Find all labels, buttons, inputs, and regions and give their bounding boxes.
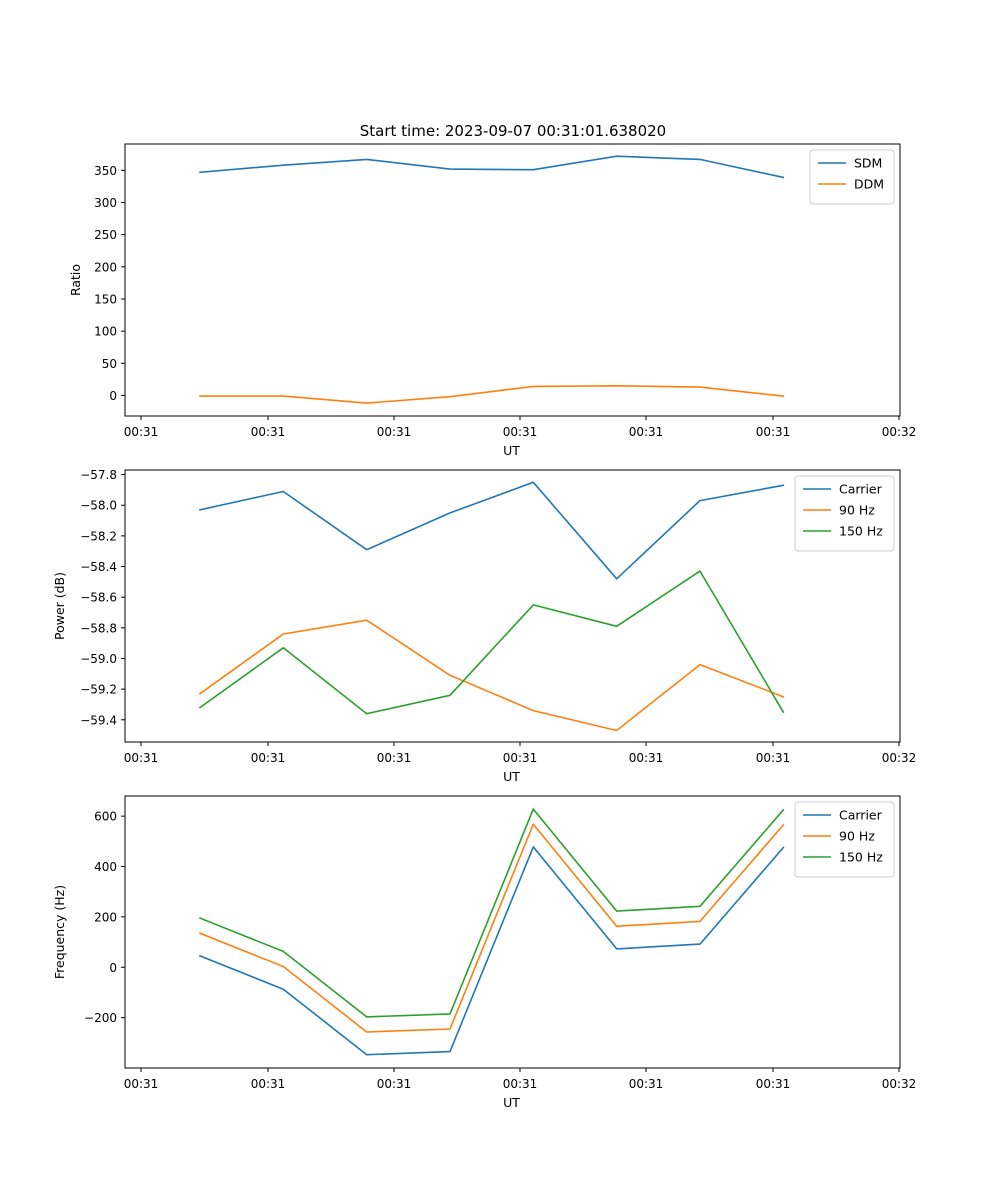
legend-entry: SDM	[854, 156, 882, 171]
y-tick-label: 0	[109, 389, 117, 403]
panel-3: 00:31 00:31 00:31 00:31 00:31 00:31 00:32 −200 0…	[52, 795, 917, 1110]
y-tick-label: 600	[94, 810, 117, 824]
legend-entry: DDM	[854, 177, 884, 192]
series-line-90-hz	[198, 823, 785, 1033]
x-tick-label: 00:31	[503, 1077, 538, 1091]
series-line-90-hz	[198, 619, 785, 732]
y-tick-label: 200	[94, 260, 117, 274]
x-tick-label: 00:32	[882, 751, 917, 765]
y-tick-label: 50	[102, 357, 117, 371]
x-tick-label: 00:31	[251, 751, 286, 765]
series-line-sdm	[199, 155, 785, 179]
x-tick-label: 00:31	[377, 425, 412, 439]
y-tick-label: 400	[94, 860, 117, 874]
series-line-carrier	[199, 481, 785, 580]
legend-entry: Carrier	[839, 808, 883, 823]
x-tick-label: 00:31	[503, 751, 538, 765]
y-axis-label: Power (dB)	[52, 572, 67, 640]
legend: SDM DDM	[809, 149, 895, 205]
y-tick-label: −58.6	[80, 591, 117, 605]
x-axis-label: UT	[503, 1095, 520, 1110]
y-tick-label: −58.0	[80, 499, 117, 513]
x-tick-label: 00:31	[377, 1077, 412, 1091]
y-tick-label: 300	[94, 196, 117, 210]
legend-entry: 150 Hz	[839, 524, 883, 539]
x-tick-label: 00:31	[251, 1077, 286, 1091]
y-tick-label: −59.0	[80, 652, 117, 666]
series-line-150-hz	[198, 808, 785, 1018]
x-axis-label: UT	[503, 443, 520, 458]
y-tick-label: 0	[109, 961, 117, 975]
x-tick-label: 00:31	[756, 425, 791, 439]
y-tick-label: 150	[94, 292, 117, 306]
x-tick-label: 00:31	[756, 1077, 791, 1091]
y-tick-label: −200	[84, 1011, 117, 1025]
y-tick-label: −57.8	[80, 468, 117, 482]
x-tick-label: 00:31	[124, 1077, 159, 1091]
x-tick-label: 00:32	[882, 425, 917, 439]
y-tick-label: 200	[94, 910, 117, 924]
x-tick-label: 00:31	[629, 425, 664, 439]
y-tick-label: −59.4	[80, 713, 117, 727]
x-tick-label: 00:32	[882, 1077, 917, 1091]
legend-entry: Carrier	[839, 482, 883, 497]
x-axis-label: UT	[503, 769, 520, 784]
y-tick-label: −58.2	[80, 529, 117, 543]
legend-box	[794, 475, 895, 552]
y-tick-label: −58.8	[80, 621, 117, 635]
axes-frame	[124, 143, 901, 417]
x-tick-label: 00:31	[756, 751, 791, 765]
y-tick-label: −59.2	[80, 683, 117, 697]
legend-entry: 90 Hz	[839, 503, 875, 518]
x-tick-label: 00:31	[629, 751, 664, 765]
y-axis-label: Frequency (Hz)	[52, 885, 67, 979]
x-tick-label: 00:31	[251, 425, 286, 439]
legend: Carrier 90 Hz 150 Hz	[794, 801, 895, 878]
y-tick-label: 350	[94, 164, 117, 178]
panel-2: 00:31 00:31 00:31 00:31 00:31 00:31 00:32 −59.4…	[52, 468, 916, 784]
series-line-carrier	[198, 846, 785, 1056]
x-tick-label: 00:31	[124, 425, 159, 439]
y-tick-label: −58.4	[80, 560, 117, 574]
legend-entry: 90 Hz	[839, 829, 875, 844]
x-tick-label: 00:31	[629, 1077, 664, 1091]
y-axis-label: Ratio	[68, 264, 83, 296]
series-line-ddm	[199, 384, 785, 404]
legend-box	[794, 801, 895, 878]
panel-1: 00:31 00:31 00:31 00:31 00:31 00:31 00:32 0 50 10…	[68, 143, 917, 458]
legend-entry: 150 Hz	[839, 850, 883, 865]
x-tick-label: 00:31	[377, 751, 412, 765]
x-tick-label: 00:31	[124, 751, 159, 765]
legend: Carrier 90 Hz 150 Hz	[794, 475, 895, 552]
series-line-150-hz	[198, 570, 785, 715]
y-tick-label: 250	[94, 228, 117, 242]
figure-title: Start time: 2023-09-07 00:31:01.638020	[360, 122, 666, 140]
axes-frame	[124, 795, 901, 1069]
x-tick-label: 00:31	[503, 425, 538, 439]
axes-frame	[124, 469, 901, 743]
y-tick-label: 100	[94, 325, 117, 339]
